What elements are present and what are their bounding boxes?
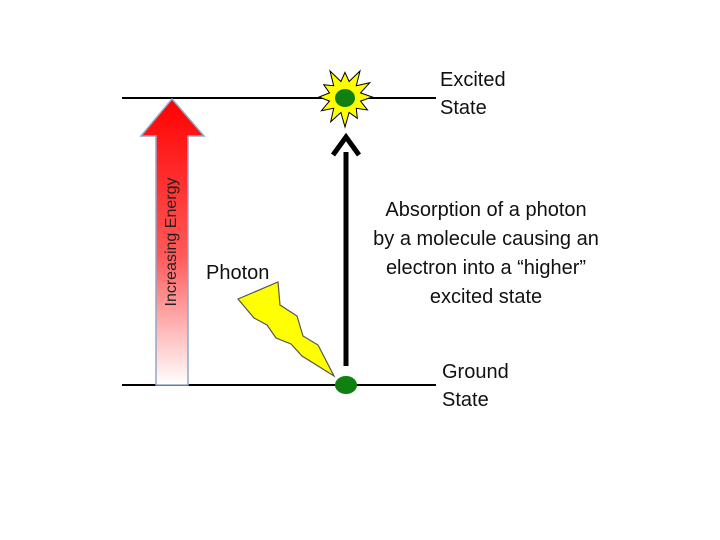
ground-label-line: State bbox=[442, 389, 489, 411]
description-line: excited state bbox=[429, 286, 543, 308]
excited-label-line: State bbox=[440, 97, 487, 119]
description-line: Absorption of a photon bbox=[385, 199, 587, 221]
increasing-energy-label: Increasing Energy bbox=[163, 177, 180, 307]
photon-label: Photon bbox=[206, 262, 270, 284]
description-line: electron into a “higher” bbox=[385, 257, 587, 279]
ground-electron bbox=[335, 376, 357, 394]
description-line: by a molecule causing an bbox=[373, 228, 599, 250]
excitation-arrow bbox=[330, 132, 362, 366]
increasing-energy-arrow bbox=[139, 97, 206, 386]
ground-label-line: Ground bbox=[442, 361, 509, 383]
excited-state-label: Excited State bbox=[440, 66, 506, 122]
absorption-description: Absorption of a photon by a molecule cau… bbox=[352, 196, 620, 312]
excited-label-line: Excited bbox=[440, 69, 506, 91]
excited-electron bbox=[335, 89, 355, 107]
ground-state-label: Ground State bbox=[442, 358, 509, 414]
lightning-bolt-icon bbox=[237, 281, 336, 378]
